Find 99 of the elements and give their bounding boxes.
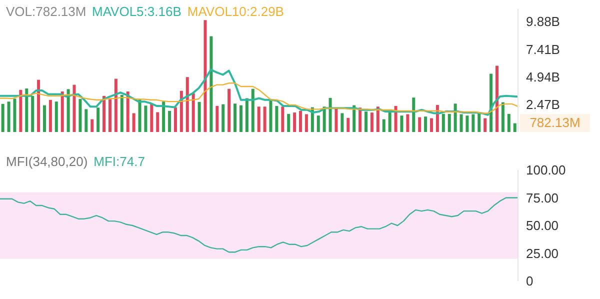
bar xyxy=(501,102,504,132)
bar xyxy=(72,84,76,132)
bar xyxy=(257,106,260,132)
bar xyxy=(316,116,320,132)
bar xyxy=(442,114,445,132)
bar xyxy=(60,92,64,132)
bar xyxy=(186,77,189,132)
bar xyxy=(400,116,404,132)
bar xyxy=(472,114,475,132)
bar xyxy=(340,113,344,132)
bar xyxy=(222,104,225,132)
bar xyxy=(150,103,154,132)
bar xyxy=(275,106,278,132)
bar xyxy=(466,116,469,132)
bar xyxy=(192,93,195,132)
bar xyxy=(138,98,142,132)
bar xyxy=(132,113,136,132)
y-tick-label: 75.00 xyxy=(526,190,559,206)
y-tick-label: 4.94B xyxy=(526,69,560,84)
y-tick-label: 9.88B xyxy=(526,14,560,30)
bar xyxy=(293,112,296,132)
y-tick-label: 100.00 xyxy=(526,162,566,178)
bar xyxy=(96,108,100,132)
bar xyxy=(1,104,4,132)
bar xyxy=(299,110,302,132)
bar xyxy=(478,113,481,132)
bar xyxy=(263,106,266,132)
bar xyxy=(78,98,82,132)
y-tick-label: 25.00 xyxy=(526,246,559,261)
y-tick-label: 50.00 xyxy=(526,218,559,234)
bar xyxy=(102,96,106,132)
bar xyxy=(304,114,308,132)
bar xyxy=(448,114,451,132)
bar xyxy=(216,106,219,132)
bar xyxy=(406,114,410,132)
bar xyxy=(412,98,416,132)
bar xyxy=(25,88,28,132)
y-tick-label: 2.47B xyxy=(526,96,560,112)
bar xyxy=(37,80,40,132)
bar xyxy=(430,118,433,132)
chart-title: MFI(34,80,20) xyxy=(6,154,88,169)
bar xyxy=(168,110,172,132)
bar xyxy=(322,106,326,132)
bar xyxy=(507,114,510,132)
bar xyxy=(144,106,148,132)
bar xyxy=(120,94,124,132)
bar xyxy=(490,74,493,132)
bar xyxy=(13,98,16,132)
bar xyxy=(245,98,248,132)
bar xyxy=(90,119,94,132)
bar xyxy=(156,112,160,132)
bar xyxy=(126,92,130,132)
bar xyxy=(424,116,428,132)
bar xyxy=(19,90,22,132)
bar xyxy=(346,118,350,132)
bar xyxy=(198,102,201,132)
bar xyxy=(228,88,231,132)
bar xyxy=(382,119,386,132)
bar xyxy=(513,123,516,132)
bar xyxy=(460,114,463,132)
bar xyxy=(418,117,422,132)
y-tick-label: 7.41B xyxy=(526,42,560,57)
bar xyxy=(42,105,46,132)
bar xyxy=(234,104,237,132)
text: MAVOL10:2.29B xyxy=(187,4,284,19)
bar xyxy=(370,112,374,132)
bar xyxy=(84,109,88,132)
bar xyxy=(484,118,487,132)
line-series xyxy=(0,197,519,253)
bar xyxy=(251,88,254,132)
bar xyxy=(66,89,70,132)
bar xyxy=(174,107,177,132)
bar xyxy=(7,102,10,132)
bar xyxy=(495,66,498,132)
bar xyxy=(162,102,166,132)
bar xyxy=(388,112,392,132)
bar xyxy=(358,108,362,132)
text: MFI:74.7 xyxy=(94,154,145,169)
y-tick-label: 0 xyxy=(526,274,534,289)
bar xyxy=(180,90,183,132)
bar xyxy=(114,78,118,132)
bar xyxy=(269,100,272,132)
bar xyxy=(376,106,380,132)
text: 782.13M xyxy=(520,114,590,132)
bar xyxy=(48,100,52,132)
bar xyxy=(108,99,112,132)
text: MAVOL5:3.16B xyxy=(92,4,182,19)
bar xyxy=(287,114,290,132)
bar xyxy=(328,98,332,132)
bar xyxy=(364,112,368,132)
bar xyxy=(334,108,338,132)
bar xyxy=(239,105,242,132)
bar xyxy=(31,96,34,132)
bar xyxy=(54,102,58,132)
bar xyxy=(204,20,207,132)
bar xyxy=(210,36,213,132)
bar xyxy=(281,106,284,132)
bar xyxy=(454,104,457,132)
text: VOL:782.13M xyxy=(6,4,86,19)
